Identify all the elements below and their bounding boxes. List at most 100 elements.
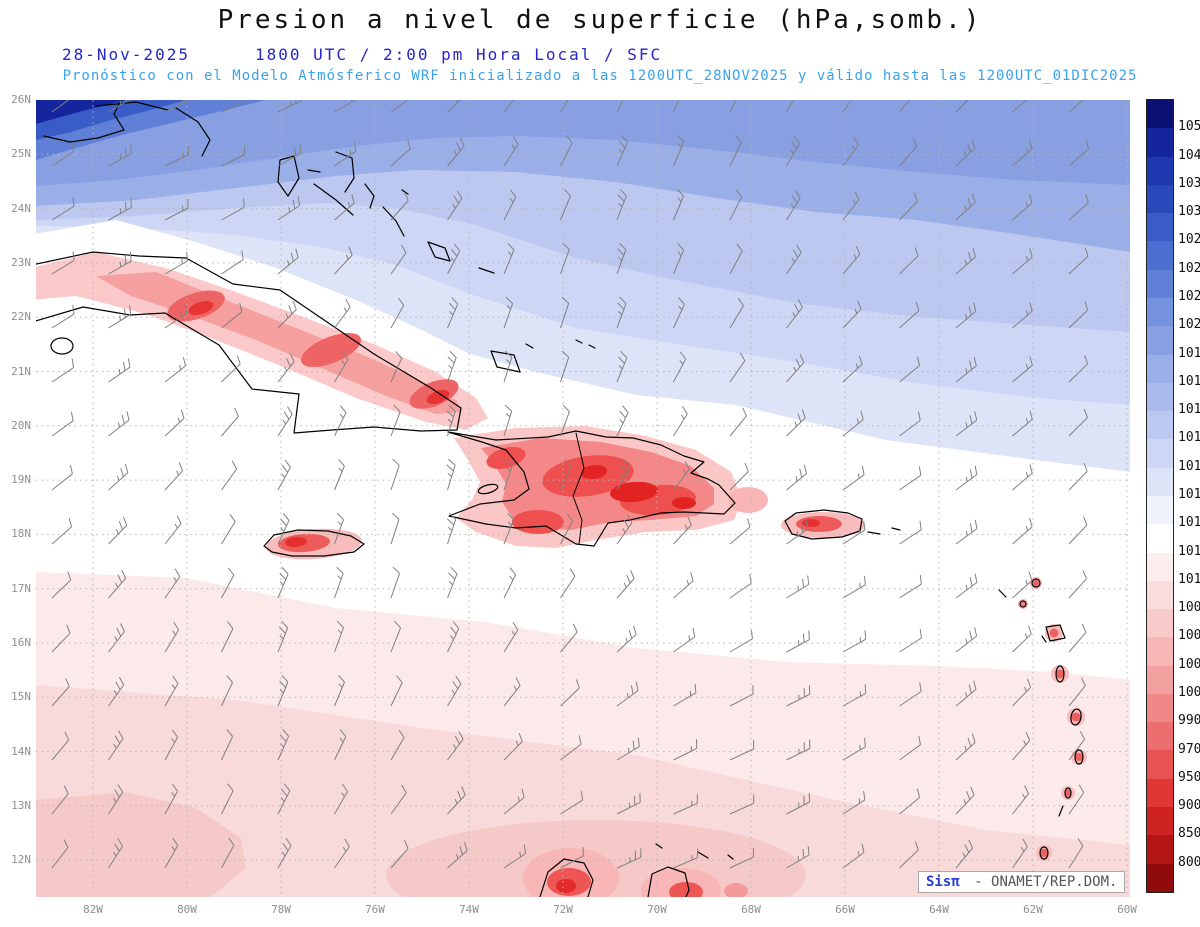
colorbar-tick-label: 1020 [1178,317,1200,333]
wind-barb [51,142,75,167]
wind-barb [616,459,631,491]
wind-barb [503,100,515,113]
wind-barb [390,512,400,545]
wind-barb [108,838,124,869]
wind-barb [277,196,301,221]
wind-barb [390,297,405,329]
chart-date: 28-Nov-2025 [62,45,190,64]
wind-barb [955,573,978,599]
wind-barb [955,519,978,545]
colorbar-segment [1147,665,1173,694]
lat-label: 20N [11,418,31,432]
wind-barb [899,841,919,869]
wind-barb [503,404,513,437]
wind-barb [334,194,355,221]
wind-barb [560,189,571,221]
lon-label: 62W [1023,903,1043,916]
wind-barb [1068,247,1089,275]
wind-barb [1068,140,1090,167]
wind-barb [560,568,576,599]
colorbar-segment [1147,778,1173,808]
wind-barb [842,191,860,221]
wind-barb [673,794,698,815]
wind-barb [164,837,179,869]
colorbar-tick-label: 1040 [1178,147,1200,163]
wind-barb [108,569,127,599]
wind-barb [786,354,805,383]
wind-barb [899,629,922,653]
wind-barb [786,575,810,599]
colorbar-segment [1147,269,1173,298]
wind-barb [955,193,976,221]
wind-barb [503,512,515,545]
wind-barb [729,794,755,815]
coast-gonave [477,483,499,495]
wind-barb [503,732,523,761]
wind-barb [842,843,865,869]
watermark-text: - ONAMET/REP.DOM. [974,874,1118,890]
wind-barb [277,406,293,437]
wind-barb [842,575,866,599]
colorbar-tick-label: 1050 [1178,119,1200,135]
wind-barb [334,838,350,869]
wind-barb [842,136,859,167]
wind-barb [108,516,128,545]
wind-barb [616,570,635,599]
wind-barb [334,405,347,437]
wind-barb [164,675,179,707]
wind-barb [277,729,290,761]
lon-label: 66W [835,903,855,916]
wind-barb [390,139,411,167]
wind-barb [560,846,584,869]
wind-barb [503,296,514,329]
wind-barb [221,250,244,275]
colorbar-segment [1147,580,1173,610]
wind-barb [1012,248,1033,275]
wind-barb [108,784,124,815]
wind-barb [955,680,977,707]
wind-barb [1068,301,1089,329]
colorbar-segment [1147,524,1173,553]
lon-label: 60W [1117,903,1137,916]
wind-barb [51,305,75,329]
wind-barb [786,190,801,221]
wind-barb [277,100,302,113]
wind-barb [786,739,811,761]
wind-barb [1012,838,1028,869]
colorbar-segment [1147,354,1173,383]
colorbar-segment [1147,128,1173,157]
chart-datetime-line: 28-Nov-2025 1800 UTC / 2:00 pm Hora Loca… [0,45,1200,65]
watermark: Sisπ - ONAMET/REP.DOM. [918,871,1126,893]
wind-barb [108,252,132,275]
wind-barb [334,620,344,653]
wind-barb [390,729,405,761]
wind-barb [729,100,737,113]
wind-barb [786,792,811,815]
wind-barb [786,299,803,329]
colorbar-segment [1147,722,1173,751]
wind-barb [51,624,71,653]
colorbar-tick-label: 800 [1178,854,1200,870]
chart-title: Presion a nivel de superficie (hPa,somb.… [217,5,983,35]
lon-label: 78W [271,903,291,916]
wind-barb-field [51,100,1090,869]
wind-barb [334,674,345,707]
wind-barb [51,785,69,815]
wind-barb [221,100,246,113]
wind-barb [673,135,685,167]
wind-barb [729,518,751,545]
colorbar-segment [1147,326,1173,355]
wind-barb [221,729,234,761]
coast-lesser-antilles [998,578,1084,860]
lon-label: 80W [177,903,197,916]
wind-barb [503,677,521,707]
wind-barb [786,520,809,545]
wind-barb [899,520,922,545]
colorbar-tick-label: 950 [1178,769,1200,785]
wind-barb [164,409,185,437]
wind-barb [842,520,866,545]
wind-barb [955,411,978,437]
wind-barb [673,739,698,761]
wind-barb [221,460,238,491]
wind-barb [1068,838,1084,869]
